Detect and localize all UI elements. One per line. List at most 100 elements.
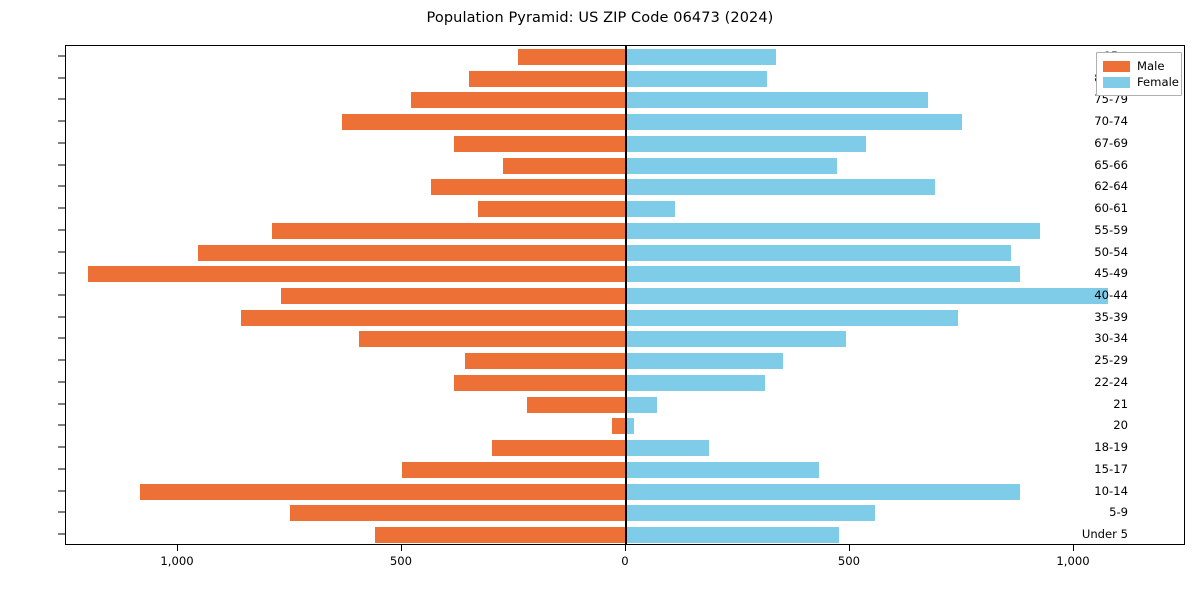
bar-male: [410, 92, 626, 109]
y-axis-tick-mark: [58, 359, 65, 361]
y-axis-tick-label: 35-39: [1094, 309, 1128, 324]
x-axis-tick-label: 1,000: [1056, 554, 1090, 568]
y-axis-tick-label: 65-66: [1094, 157, 1128, 172]
bar-female: [626, 244, 1012, 261]
x-axis-tick-mark: [625, 545, 626, 551]
y-axis-tick-mark: [58, 55, 65, 57]
y-axis-tick-label: 22-24: [1094, 374, 1128, 389]
y-axis-tick-label: 15-17: [1094, 461, 1128, 476]
legend-item-female[interactable]: Female: [1103, 74, 1179, 90]
bar-male: [527, 396, 626, 413]
bar-female: [626, 201, 676, 218]
bar-female: [626, 396, 658, 413]
bar-female: [626, 266, 1021, 283]
y-axis-tick-label: 70-74: [1094, 114, 1128, 129]
bar-male: [431, 179, 626, 196]
x-axis-tick-mark: [177, 545, 178, 551]
y-axis-tick-mark: [58, 468, 65, 470]
bar-female: [626, 483, 1021, 500]
y-axis-tick-mark: [58, 424, 65, 426]
y-axis-tick-label: 62-64: [1094, 179, 1128, 194]
bar-male: [478, 201, 626, 218]
y-axis-tick-mark: [58, 98, 65, 100]
bar-male: [612, 418, 626, 435]
bar-male: [518, 48, 626, 65]
y-axis-tick-mark: [58, 446, 65, 448]
y-axis-tick-mark: [58, 251, 65, 253]
y-axis-tick-mark: [58, 77, 65, 79]
bar-male: [290, 505, 626, 522]
y-axis-tick-label: 20: [1113, 418, 1128, 433]
bar-male: [272, 222, 626, 239]
bar-male: [88, 266, 626, 283]
y-axis-tick-mark: [58, 511, 65, 513]
plot-area: [65, 45, 1185, 545]
y-axis-tick-label: 5-9: [1109, 505, 1128, 520]
y-axis-tick-mark: [58, 142, 65, 144]
y-axis-tick-label: 40-44: [1094, 288, 1128, 302]
bar-female: [626, 527, 839, 544]
page-title: Population Pyramid: US ZIP Code 06473 (2…: [426, 10, 774, 26]
bars-layer: [66, 46, 1184, 544]
y-axis-tick-mark: [58, 403, 65, 405]
bar-male: [402, 461, 626, 478]
bar-female: [626, 418, 635, 435]
legend-item-male[interactable]: Male: [1103, 58, 1175, 74]
bar-female: [626, 92, 929, 109]
y-axis-tick-label: 45-49: [1094, 266, 1128, 281]
legend-label-female: Female: [1137, 75, 1179, 89]
y-axis-tick-mark: [58, 294, 65, 296]
bar-female: [626, 114, 962, 131]
x-axis-tick-mark: [849, 545, 850, 551]
bar-male: [139, 483, 626, 500]
x-axis-tick-label: 500: [389, 554, 413, 568]
y-axis-tick-mark: [58, 533, 65, 535]
y-axis-tick-mark: [58, 316, 65, 318]
bar-male: [453, 135, 626, 152]
y-axis-tick-label: 60-61: [1094, 201, 1128, 216]
bar-male: [198, 244, 626, 261]
bar-male: [341, 114, 626, 131]
bar-female: [626, 374, 765, 391]
bar-male: [502, 157, 626, 174]
bar-female: [626, 48, 777, 65]
bar-female: [626, 179, 936, 196]
bar-female: [626, 505, 875, 522]
bar-female: [626, 461, 819, 478]
bar-female: [626, 331, 846, 348]
y-axis-tick-label: 30-34: [1094, 331, 1128, 346]
legend-swatch-male: [1103, 60, 1130, 72]
bar-female: [626, 440, 709, 457]
y-axis-tick-label: 67-69: [1094, 135, 1128, 150]
y-axis-tick-mark: [58, 337, 65, 339]
y-axis-tick-label: 21: [1113, 396, 1128, 411]
bar-male: [491, 440, 626, 457]
x-axis-tick-mark: [401, 545, 402, 551]
bar-male: [464, 353, 626, 370]
y-axis-tick-label: 25-29: [1094, 353, 1128, 368]
bar-female: [626, 222, 1041, 239]
y-axis-tick-mark: [58, 381, 65, 383]
y-axis-tick-mark: [58, 185, 65, 187]
y-axis-tick-label: 50-54: [1094, 244, 1128, 259]
x-axis-tick-label: 0: [621, 554, 629, 568]
y-axis-tick-mark: [58, 272, 65, 274]
x-axis-tick-label: 1,000: [160, 554, 194, 568]
bar-male: [375, 527, 626, 544]
chart-legend: Male Female: [1096, 52, 1182, 96]
bar-female: [626, 353, 783, 370]
y-axis-tick-mark: [58, 164, 65, 166]
legend-swatch-female: [1103, 76, 1130, 88]
bar-female: [626, 135, 866, 152]
y-axis-tick-label: Under 5: [1081, 527, 1128, 542]
x-axis-tick-mark: [1073, 545, 1074, 551]
zero-axis-line: [625, 46, 627, 544]
bar-male: [281, 288, 626, 304]
y-axis-tick-mark: [58, 490, 65, 492]
y-axis-tick-label: 55-59: [1094, 222, 1128, 237]
legend-label-male: Male: [1137, 59, 1165, 73]
x-axis-tick-label: 500: [837, 554, 861, 568]
bar-male: [240, 309, 626, 326]
bar-female: [626, 157, 837, 174]
y-axis-tick-mark: [58, 120, 65, 122]
